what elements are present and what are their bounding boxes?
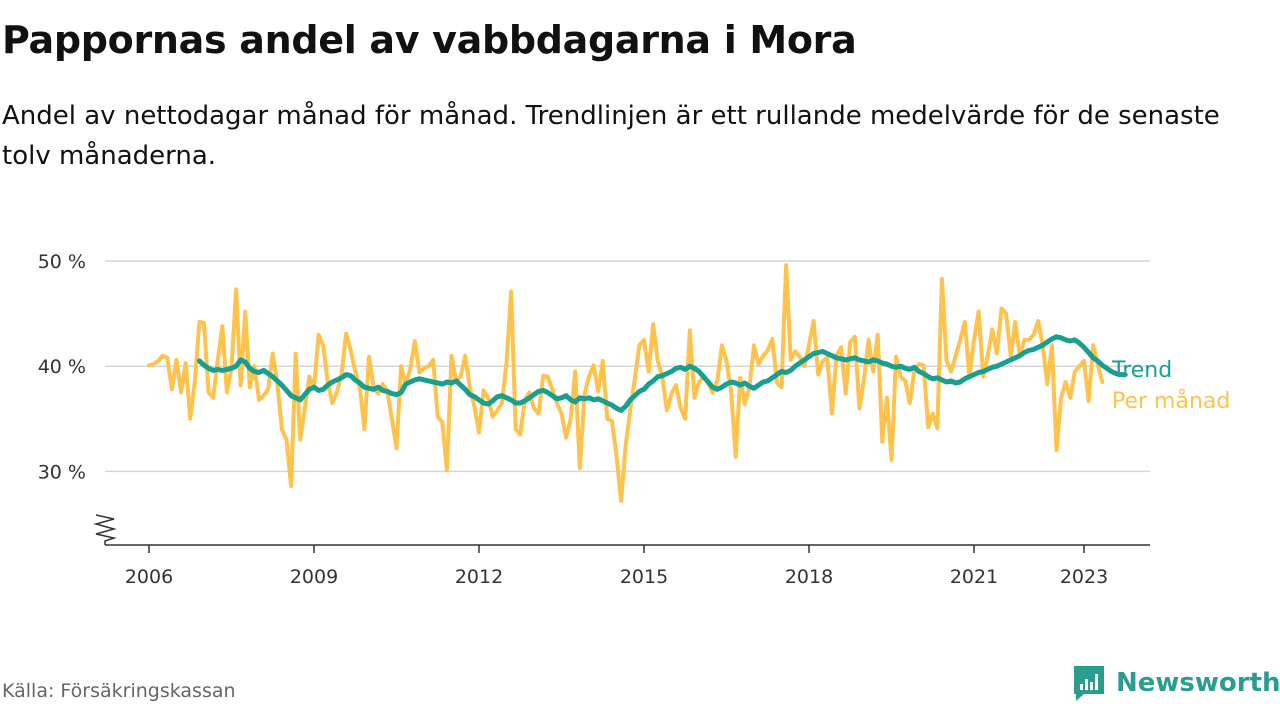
series-line-trend — [196, 334, 1128, 413]
axis-break-icon — [93, 514, 117, 545]
x-tick-label: 2006 — [125, 566, 173, 588]
chart-title: Pappornas andel av vabbdagarna i Mora — [2, 18, 857, 62]
x-tick-label: 2018 — [785, 566, 833, 588]
x-tick-label: 2023 — [1060, 566, 1108, 588]
x-tick-label: 2021 — [950, 566, 998, 588]
newsworthy-logo-icon — [1074, 666, 1104, 701]
series-label-per-manad: Per månad — [1112, 388, 1230, 414]
series-line-per-manad — [147, 263, 1105, 503]
source-note: Källa: Försäkringskassan — [2, 680, 236, 702]
y-tick-label: 30 % — [38, 461, 86, 483]
chart-subtitle: Andel av nettodagar månad för månad. Tre… — [2, 101, 1220, 171]
brand-logo[interactable]: Newsworthy — [1072, 664, 1280, 702]
series-labels: Per månad Trend — [1111, 358, 1230, 414]
x-tick-label: 2015 — [620, 566, 668, 588]
y-tick-label: 40 % — [38, 356, 86, 378]
brand-name: Newsworthy — [1116, 668, 1280, 698]
grid-lines — [105, 260, 1150, 473]
series-lines — [147, 263, 1128, 503]
x-tick-label: 2012 — [455, 566, 503, 588]
x-axis: 2006 2009 2012 2015 2018 2021 2023 — [105, 544, 1150, 588]
y-tick-label: 50 % — [38, 251, 86, 273]
x-tick-label: 2009 — [290, 566, 338, 588]
series-label-trend: Trend — [1111, 358, 1172, 383]
y-axis: 30 % 40 % 50 % — [38, 251, 117, 545]
